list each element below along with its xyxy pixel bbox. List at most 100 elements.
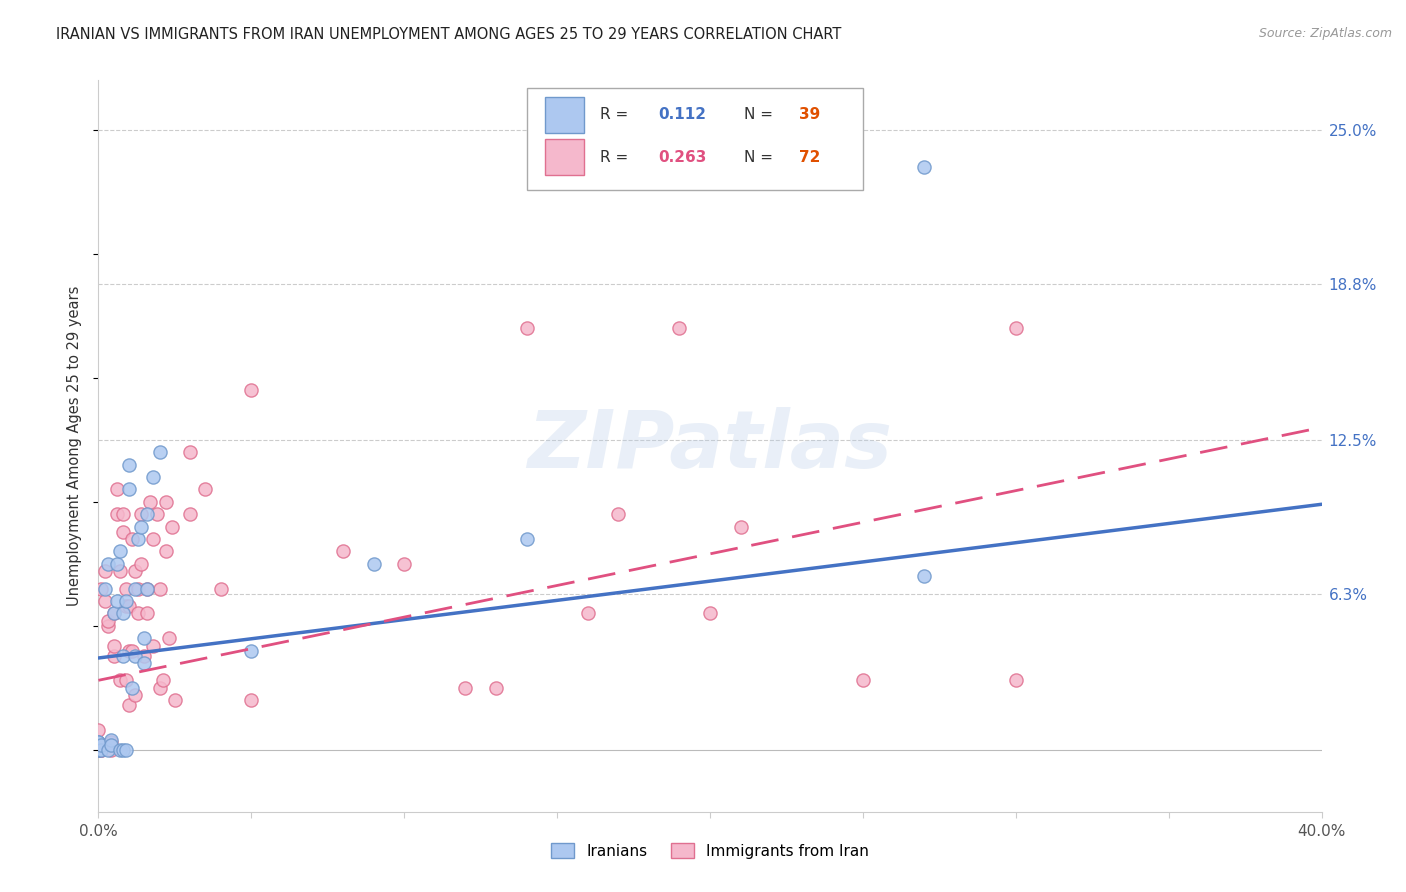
Point	[136, 607, 159, 621]
Point	[485, 681, 508, 695]
Point	[142, 532, 165, 546]
Point	[97, 557, 120, 571]
Point	[121, 643, 143, 657]
Point	[93, 564, 115, 578]
Point	[87, 735, 110, 749]
Point	[93, 582, 115, 596]
Text: 72: 72	[800, 150, 821, 165]
Point	[103, 639, 125, 653]
Point	[90, 743, 112, 757]
Point	[87, 743, 110, 757]
Point	[136, 507, 159, 521]
Point	[90, 743, 112, 757]
Text: IRANIAN VS IMMIGRANTS FROM IRAN UNEMPLOYMENT AMONG AGES 25 TO 29 YEARS CORRELATI: IRANIAN VS IMMIGRANTS FROM IRAN UNEMPLOY…	[56, 27, 842, 42]
Point	[87, 743, 110, 757]
Point	[363, 557, 385, 571]
Point	[240, 693, 263, 707]
FancyBboxPatch shape	[526, 87, 863, 190]
Point	[100, 738, 122, 752]
Text: 0.112: 0.112	[658, 107, 707, 122]
Point	[240, 383, 263, 397]
Point	[108, 673, 131, 688]
Point	[139, 495, 162, 509]
Point	[129, 557, 152, 571]
Point	[100, 735, 122, 749]
Point	[668, 321, 690, 335]
Point	[90, 582, 112, 596]
Point	[115, 594, 138, 608]
Point	[127, 607, 149, 621]
Point	[127, 582, 149, 596]
Point	[118, 458, 141, 472]
Point	[1004, 673, 1026, 688]
Point	[118, 643, 141, 657]
Point	[124, 688, 146, 702]
Point	[87, 735, 110, 749]
Point	[516, 321, 538, 335]
Point	[100, 732, 122, 747]
Point	[108, 743, 131, 757]
Point	[121, 681, 143, 695]
Point	[149, 445, 172, 459]
Point	[111, 524, 134, 539]
Point	[124, 564, 146, 578]
Point	[179, 445, 201, 459]
Point	[87, 738, 110, 752]
FancyBboxPatch shape	[546, 96, 583, 133]
Point	[108, 544, 131, 558]
Point	[240, 643, 263, 657]
Point	[118, 698, 141, 712]
Point	[730, 519, 752, 533]
Point	[516, 532, 538, 546]
Point	[163, 693, 186, 707]
Point	[90, 738, 112, 752]
Text: Source: ZipAtlas.com: Source: ZipAtlas.com	[1258, 27, 1392, 40]
Point	[105, 557, 128, 571]
Point	[118, 483, 141, 497]
Point	[699, 607, 721, 621]
Point	[129, 519, 152, 533]
Point	[157, 631, 180, 645]
Point	[332, 544, 354, 558]
Point	[121, 532, 143, 546]
Point	[607, 507, 630, 521]
Point	[108, 564, 131, 578]
Point	[100, 743, 122, 757]
Point	[118, 599, 141, 613]
Point	[912, 160, 935, 174]
Text: 39: 39	[800, 107, 821, 122]
Point	[134, 656, 156, 670]
Point	[111, 507, 134, 521]
Point	[103, 607, 125, 621]
Point	[454, 681, 477, 695]
Point	[127, 532, 149, 546]
Point	[129, 507, 152, 521]
Point	[149, 681, 172, 695]
Point	[1004, 321, 1026, 335]
Point	[852, 673, 875, 688]
Point	[152, 673, 174, 688]
Point	[115, 582, 138, 596]
Point	[134, 648, 156, 663]
Point	[87, 743, 110, 757]
Point	[155, 495, 177, 509]
Point	[576, 607, 599, 621]
Point	[136, 582, 159, 596]
Point	[105, 594, 128, 608]
Legend: Iranians, Immigrants from Iran: Iranians, Immigrants from Iran	[544, 835, 876, 866]
Y-axis label: Unemployment Among Ages 25 to 29 years: Unemployment Among Ages 25 to 29 years	[67, 285, 83, 607]
Text: N =: N =	[744, 150, 778, 165]
Point	[155, 544, 177, 558]
Point	[97, 619, 120, 633]
Point	[93, 594, 115, 608]
Point	[145, 507, 167, 521]
Point	[87, 723, 110, 737]
Point	[115, 673, 138, 688]
Point	[87, 743, 110, 757]
Point	[97, 614, 120, 628]
Point	[179, 507, 201, 521]
Point	[103, 607, 125, 621]
Point	[160, 519, 183, 533]
Point	[392, 557, 416, 571]
Point	[103, 648, 125, 663]
